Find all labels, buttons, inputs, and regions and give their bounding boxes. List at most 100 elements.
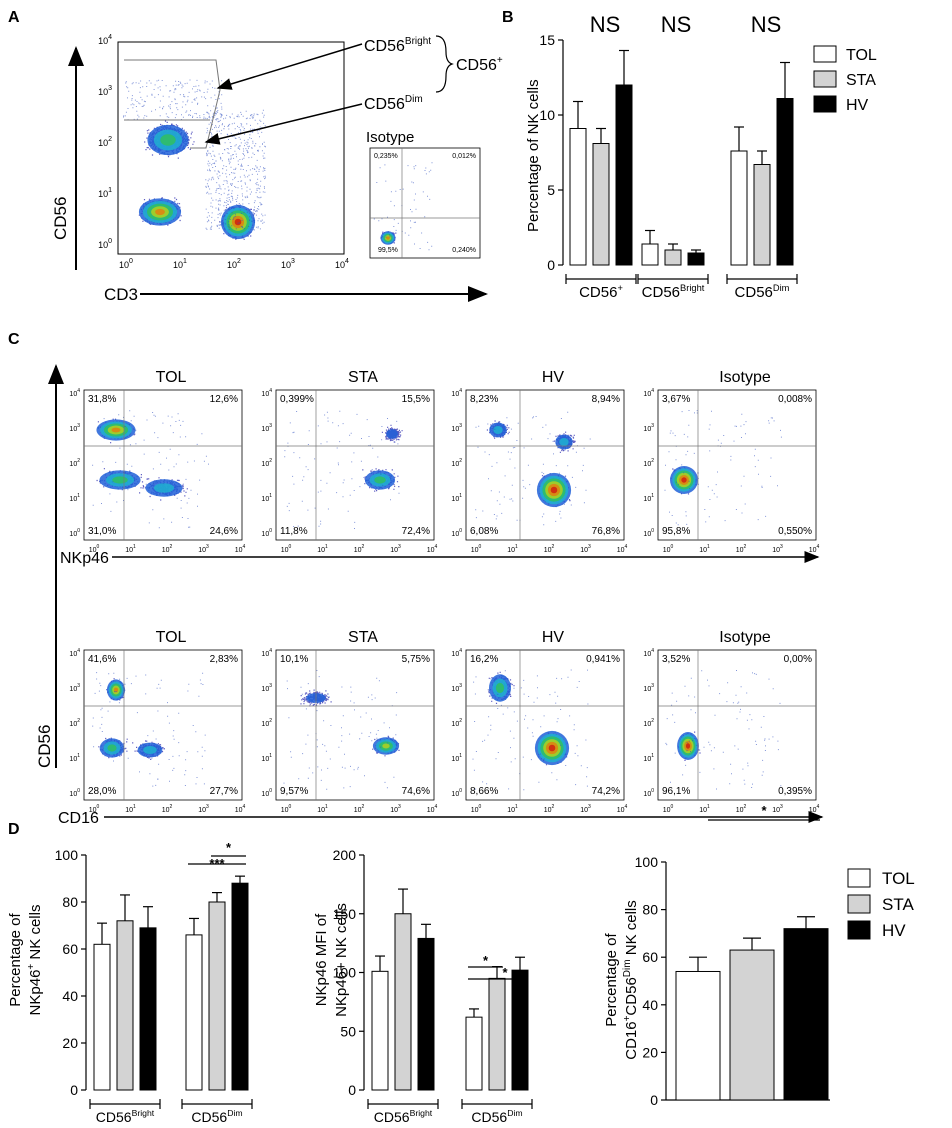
- c-plot-title: Isotype: [719, 369, 771, 386]
- chart-d2: NKp46 MFI of NKp46+ NK cells 0 50 100 150 200 C…: [313, 847, 533, 1125]
- y-tick-label: 15: [539, 32, 555, 48]
- c-y-tick: 104: [69, 388, 80, 398]
- c-q1: 0,399%: [280, 394, 314, 405]
- a-y-tick: 102: [98, 136, 112, 148]
- c-q1: 16,2%: [470, 654, 498, 665]
- category-label: CD56Bright: [642, 283, 705, 301]
- c-y-tick: 101: [69, 493, 80, 503]
- c-x-tick: 104: [427, 544, 438, 554]
- c-y-tick: 101: [643, 753, 654, 763]
- c-q4: 76,8%: [592, 526, 620, 537]
- c-x-tick: 100: [663, 804, 674, 814]
- c-x-tick: 103: [580, 544, 591, 554]
- y-tick-label: 0: [70, 1082, 78, 1098]
- c-q2: 8,94%: [592, 394, 620, 405]
- sig-label-2: *: [226, 840, 232, 855]
- dim-arrow: [204, 103, 363, 145]
- legend-b-swatch-hv: [813, 95, 837, 113]
- c-q3: 8,66%: [470, 786, 498, 797]
- c-y-tick: 103: [261, 683, 272, 693]
- c-q2: 0,008%: [778, 394, 812, 405]
- c-y-tick: 102: [69, 718, 80, 728]
- category-label: CD56Dim: [191, 1108, 242, 1125]
- c-q4: 74,6%: [402, 786, 430, 797]
- c-plot-frame: [83, 389, 243, 541]
- c-y-tick: 103: [451, 683, 462, 693]
- c-x-axis-label-bottom: CD16: [58, 810, 99, 827]
- bar-sta: [116, 920, 134, 1091]
- ns-annotation: NS: [751, 12, 782, 37]
- bar-tol: [371, 970, 389, 1091]
- c-x-tick: 104: [235, 544, 246, 554]
- bar-hv: [783, 928, 829, 1101]
- c-y-tick: 102: [451, 718, 462, 728]
- c-x-tick: 100: [281, 804, 292, 814]
- c-x-tick: 102: [544, 544, 555, 554]
- c-q2: 5,75%: [402, 654, 430, 665]
- c-plot-2-3: HV 16,2% 0,941% 8,66% 74,2% 100 100 101 101 102 10…: [451, 629, 627, 814]
- panel-label-a: A: [8, 9, 20, 26]
- c-y-tick: 102: [643, 718, 654, 728]
- c-x-tick: 101: [125, 804, 136, 814]
- y-tick-label: 100: [55, 847, 79, 863]
- c-q1: 10,1%: [280, 654, 308, 665]
- c-y-tick: 102: [451, 458, 462, 468]
- bar-hv: [231, 882, 249, 1091]
- c-y-tick: 100: [69, 528, 80, 538]
- c-plot-1-1: TOL 31,8% 12,6% 31,0% 24,6% 100 100 101 101 102 10…: [69, 369, 245, 554]
- c-x-tick: 103: [580, 804, 591, 814]
- c-y-tick: 101: [643, 493, 654, 503]
- legend-d-label-sta: STA: [882, 895, 914, 914]
- d2-y-axis-label-1: NKp46 MFI of: [313, 913, 330, 1006]
- c-q4: 27,7%: [210, 786, 238, 797]
- bar-hv: [139, 927, 157, 1091]
- bar-sta: [592, 143, 610, 266]
- d2-y-axis-label-2: NKp46+ NK cells: [333, 903, 350, 1017]
- y-tick-label: 5: [547, 182, 555, 198]
- isotype-q2: 0,012%: [452, 153, 476, 160]
- c-y-tick: 100: [69, 788, 80, 798]
- chart-d1: Percentage of NKp46+ NK cells 0 20 40 60 80 100…: [7, 840, 253, 1125]
- d1-y-axis-label-2: NKp46+ NK cells: [26, 905, 44, 1016]
- isotype-q1: 0,235%: [374, 153, 398, 160]
- c-q3: 28,0%: [88, 786, 116, 797]
- bar-tol: [641, 243, 659, 266]
- chart-b: Percentage of NK cells 0 5 10 15 CD56+ CD56Bri…: [525, 12, 798, 301]
- c-y-tick: 104: [261, 388, 272, 398]
- c-y-tick: 102: [643, 458, 654, 468]
- a-dot-plot: [123, 79, 266, 240]
- y-tick-label: 80: [62, 894, 78, 910]
- c-x-tick: 104: [809, 804, 820, 814]
- c-x-tick: 103: [198, 544, 209, 554]
- legend-d-swatch-hv: [847, 920, 871, 940]
- c-plot-frame: [275, 389, 435, 541]
- category-label: CD56Dim: [735, 283, 790, 301]
- c-plot-title: Isotype: [719, 629, 771, 646]
- c-x-tick: 102: [354, 544, 365, 554]
- c-y-tick: 100: [643, 528, 654, 538]
- c-plot-2-1: TOL 41,6% 2,83% 28,0% 27,7% 100 100 101 101 102 10…: [69, 629, 245, 814]
- y-tick-label: 0: [348, 1082, 356, 1098]
- y-tick-label: 150: [333, 906, 357, 922]
- y-tick-label: 10: [539, 107, 555, 123]
- c-y-tick: 104: [643, 648, 654, 658]
- c-q2: 15,5%: [402, 394, 430, 405]
- c-plot-frame: [657, 649, 817, 801]
- c-plot-title: HV: [542, 369, 565, 386]
- c-q2: 2,83%: [210, 654, 238, 665]
- c-y-tick: 101: [451, 493, 462, 503]
- panel-label-c: C: [8, 331, 20, 348]
- sig-label: *: [761, 803, 767, 818]
- c-plot-1-4: Isotype 3,67% 0,008% 95,8% 0,550% 100 100 101 10…: [643, 369, 819, 554]
- c-x-tick: 104: [617, 544, 628, 554]
- c-x-tick: 102: [162, 804, 173, 814]
- c-x-tick: 102: [736, 804, 747, 814]
- y-tick-label: 40: [62, 988, 78, 1004]
- y-tick-label: 100: [635, 854, 659, 870]
- c-q3: 95,8%: [662, 526, 690, 537]
- bar-tol: [675, 970, 721, 1101]
- isotype-q3: 99,5%: [378, 247, 398, 254]
- y-tick-label: 0: [650, 1092, 658, 1108]
- category-label: CD56Bright: [96, 1108, 155, 1125]
- bar-sta: [208, 901, 226, 1091]
